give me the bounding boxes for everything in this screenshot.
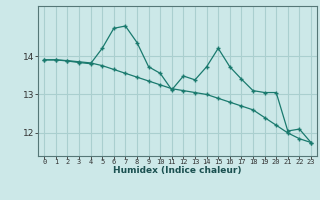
X-axis label: Humidex (Indice chaleur): Humidex (Indice chaleur): [113, 166, 242, 175]
